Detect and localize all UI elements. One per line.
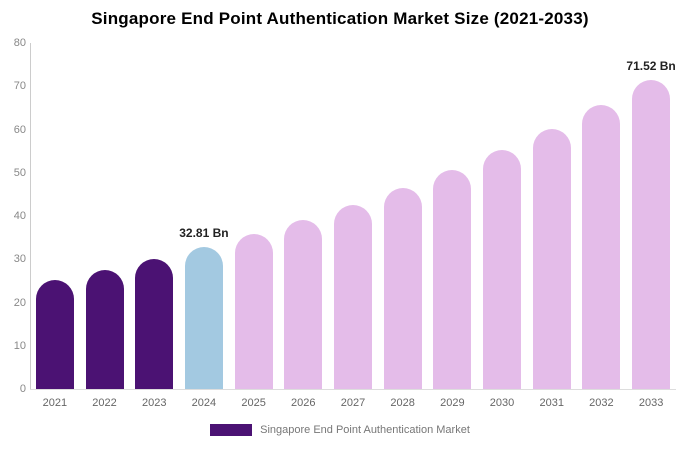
x-tick-label-2025: 2025: [241, 397, 266, 409]
bar-2030: [483, 150, 522, 389]
y-tick-label-0: 0: [19, 383, 26, 395]
bar-slot-2025: [229, 43, 279, 389]
y-tick-label-30: 30: [13, 253, 26, 266]
bar-slot-2031: [527, 43, 577, 389]
bar-slot-2022: [80, 43, 130, 389]
bar-2026: [284, 220, 323, 389]
bar-2032: [582, 105, 621, 389]
x-tick-label-2024: 2024: [191, 397, 217, 409]
bar-2023: [135, 258, 174, 389]
x-tick-label-2022: 2022: [92, 397, 117, 409]
bar-slot-2027: [328, 43, 378, 389]
bar-slot-2021: [30, 43, 80, 389]
x-tick-label-2033: 2033: [638, 397, 664, 409]
y-tick-label-50: 50: [13, 166, 26, 179]
bar-2022: [85, 269, 124, 389]
y-tick-label-40: 40: [13, 210, 26, 222]
legend: Singapore End Point Authentication Marke…: [0, 424, 680, 436]
chart-title: Singapore End Point Authentication Marke…: [91, 9, 589, 28]
y-axis-line: [30, 43, 31, 389]
x-tick-label-2031: 2031: [539, 397, 564, 409]
bar-2033: [632, 79, 671, 389]
bar-slot-2028: [378, 43, 428, 389]
bar-slot-2026: [278, 43, 328, 389]
value-label-2033: 71.52 Bn: [626, 58, 676, 73]
y-tick-label-60: 60: [13, 123, 26, 136]
bar-slot-2030: [477, 43, 527, 389]
y-tick-label-20: 20: [13, 296, 26, 309]
value-label-2024: 32.81 Bn: [179, 226, 229, 241]
bar-2028: [383, 188, 422, 389]
x-tick-label-2023: 2023: [141, 397, 167, 409]
legend-swatch: [210, 424, 253, 436]
y-tick-label-10: 10: [13, 339, 26, 352]
bar-2031: [532, 128, 571, 389]
bar-2027: [333, 204, 372, 389]
bar-2021: [35, 279, 74, 389]
x-tick-label-2028: 2028: [390, 397, 415, 409]
x-tick-label-2030: 2030: [489, 397, 515, 409]
plot-area: 32.81 Bn 71.52 Bn: [30, 43, 676, 389]
x-tick-label-2029: 2029: [440, 397, 465, 409]
x-tick-label-2027: 2027: [340, 397, 366, 409]
bar-slot-2024: 32.81 Bn: [179, 43, 229, 389]
legend-label: Singapore End Point Authentication Marke…: [260, 424, 470, 436]
bar-slot-2033: 71.52 Bn: [626, 43, 676, 389]
bar-2025: [234, 234, 273, 389]
bar-2024: [184, 247, 223, 389]
bar-slot-2023: [129, 43, 179, 389]
y-tick-label-70: 70: [13, 80, 26, 93]
x-tick-label-2026: 2026: [291, 397, 316, 409]
bar-slot-2032: [577, 43, 627, 389]
bar-slot-2029: [428, 43, 478, 389]
x-tick-label-2021: 2021: [42, 397, 68, 409]
bar-2029: [433, 170, 472, 389]
y-tick-label-80: 80: [13, 37, 26, 49]
x-tick-label-2032: 2032: [589, 397, 614, 409]
x-axis-labels: 2021 2022 2023 2024 2025 2026 2027 2028 2029 2030…: [30, 397, 676, 409]
x-axis-line: [30, 389, 676, 390]
